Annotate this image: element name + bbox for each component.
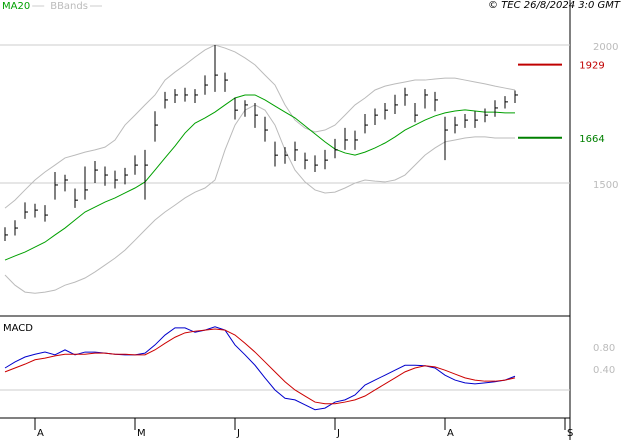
legend-label: MA20: [2, 1, 30, 12]
y-tick-label: 0.80: [593, 343, 615, 354]
level-label: 1929: [579, 61, 604, 72]
source: © TEC 26/8/2024 3:0 GMT: [488, 0, 621, 11]
macd-line: [4, 328, 516, 405]
x-tick-label: A: [37, 428, 44, 439]
macd-line: [4, 326, 516, 411]
legend-label: BBands: [50, 1, 88, 12]
x-tick-label: A: [447, 428, 454, 439]
level-label: 1664: [579, 134, 604, 145]
x-tick-label: M: [137, 428, 146, 439]
ma-line: [4, 94, 515, 261]
band-upper: [4, 44, 516, 209]
y-tick-label: 0.40: [593, 365, 615, 376]
x-tick-label: S: [567, 428, 573, 439]
band-lower: [4, 104, 515, 294]
x-tick-label: J: [236, 428, 240, 439]
x-tick-label: J: [336, 428, 340, 439]
y-tick-label: 1500: [593, 180, 618, 191]
panel-title: MACD: [3, 323, 33, 334]
y-tick-label: 2000: [593, 42, 618, 53]
